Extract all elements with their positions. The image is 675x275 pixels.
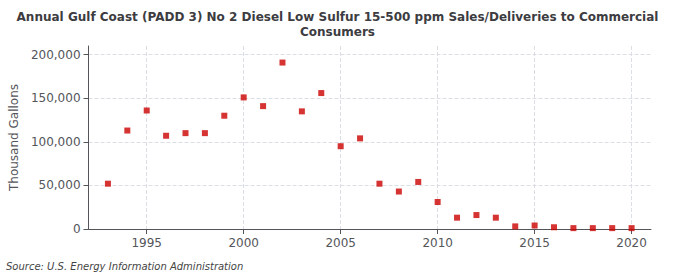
svg-text:2000: 2000: [228, 236, 259, 250]
svg-text:Annual Gulf Coast (PADD 3) No: Annual Gulf Coast (PADD 3) No 2 Diesel L…: [17, 10, 659, 24]
svg-text:2020: 2020: [616, 236, 647, 250]
svg-text:Source: U.S. Energy Informatio: Source: U.S. Energy Information Administ…: [6, 261, 243, 272]
svg-text:1995: 1995: [131, 236, 162, 250]
svg-text:100,000: 100,000: [31, 135, 81, 149]
svg-text:150,000: 150,000: [31, 91, 81, 105]
svg-text:0: 0: [73, 222, 81, 236]
svg-text:50,000: 50,000: [39, 178, 81, 192]
svg-text:200,000: 200,000: [31, 48, 81, 62]
svg-text:Consumers: Consumers: [300, 25, 375, 39]
svg-text:2015: 2015: [519, 236, 550, 250]
svg-text:2010: 2010: [422, 236, 453, 250]
svg-text:2005: 2005: [325, 236, 356, 250]
svg-text:Thousand Gallons: Thousand Gallons: [7, 84, 21, 192]
